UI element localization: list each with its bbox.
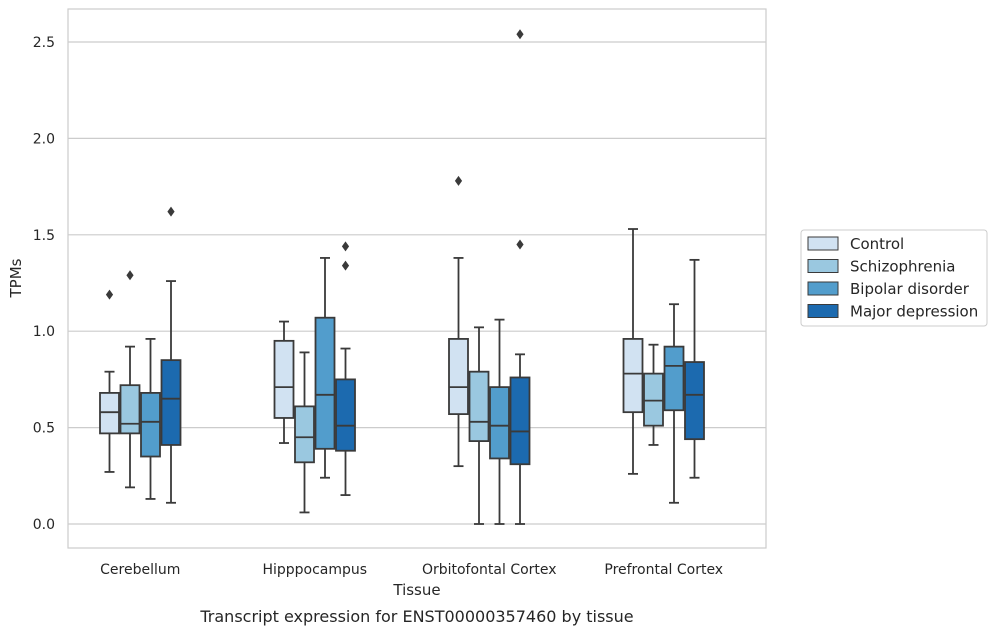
box-major-depression bbox=[684, 258, 705, 479]
y-tick-label: 1.5 bbox=[33, 228, 55, 244]
box-bipolar-disorder bbox=[140, 338, 161, 500]
legend-label: Schizophrenia bbox=[850, 258, 955, 276]
outlier-point bbox=[516, 29, 524, 40]
box-schizophrenia bbox=[468, 326, 490, 525]
y-tick-labels: 0.0 0.5 1.0 1.5 2.0 2.5 bbox=[33, 35, 55, 533]
y-axis-label: TPMs bbox=[7, 258, 25, 298]
outlier-point bbox=[516, 239, 524, 250]
x-axis-label: Tissue bbox=[392, 581, 440, 599]
box-body bbox=[509, 376, 531, 466]
box-body bbox=[314, 316, 336, 450]
box-body bbox=[448, 338, 469, 416]
box-major-depression bbox=[509, 29, 531, 525]
outlier-point bbox=[341, 260, 350, 271]
x-tick-label: Cerebellum bbox=[100, 562, 180, 578]
box-body bbox=[468, 370, 490, 442]
box-body bbox=[622, 338, 644, 414]
x-tick-label: Hipppocampus bbox=[262, 562, 367, 578]
legend-frame bbox=[800, 229, 988, 327]
x-tick-labels: Cerebellum Hipppocampus Orbitofontal Corte… bbox=[100, 562, 723, 578]
box-control bbox=[273, 320, 295, 444]
legend-swatch bbox=[807, 281, 839, 296]
x-tick-label: Prefrontal Cortex bbox=[604, 562, 723, 578]
outlier-point bbox=[167, 206, 175, 217]
y-tick-label: 2.5 bbox=[33, 35, 55, 51]
y-tick-label: 0.0 bbox=[33, 517, 55, 533]
box-bipolar-disorder bbox=[663, 303, 685, 504]
box-body bbox=[643, 372, 664, 427]
y-tick-label: 2.0 bbox=[33, 131, 55, 147]
plot-area bbox=[68, 9, 766, 548]
outlier-point bbox=[454, 175, 463, 186]
plot-frame bbox=[67, 8, 767, 549]
box-body bbox=[140, 391, 161, 458]
box-control bbox=[622, 228, 644, 475]
legend-swatch bbox=[807, 259, 839, 273]
box-bipolar-disorder bbox=[314, 257, 336, 479]
y-tick-label: 0.5 bbox=[33, 421, 55, 437]
box-schizophrenia bbox=[119, 270, 141, 489]
outlier-point bbox=[126, 270, 134, 281]
box-body bbox=[684, 361, 705, 441]
box-schizophrenia bbox=[643, 343, 664, 446]
box-body bbox=[489, 386, 510, 460]
box-schizophrenia bbox=[294, 351, 315, 514]
box-body bbox=[294, 405, 315, 464]
box-body bbox=[273, 339, 295, 419]
box-body bbox=[160, 359, 182, 446]
grid-lines bbox=[68, 41, 766, 525]
outlier-point bbox=[341, 241, 350, 252]
legend-swatch bbox=[807, 236, 839, 251]
y-tick-label: 1.0 bbox=[33, 324, 55, 340]
outlier-point bbox=[105, 289, 114, 300]
box-body bbox=[99, 391, 120, 435]
legend-label: Control bbox=[850, 235, 904, 253]
box-body bbox=[663, 345, 685, 412]
box-body bbox=[119, 384, 141, 435]
box-control bbox=[448, 175, 469, 468]
box-bipolar-disorder bbox=[489, 318, 510, 525]
chart-caption: Transcript expression for ENST0000035746… bbox=[199, 607, 633, 626]
legend-swatch bbox=[807, 304, 839, 318]
box-body bbox=[335, 378, 356, 452]
box-control bbox=[99, 289, 120, 473]
legend-label: Bipolar disorder bbox=[850, 280, 970, 298]
x-tick-label: Orbitofontal Cortex bbox=[422, 562, 557, 578]
boxes-layer bbox=[99, 29, 705, 525]
legend: Control Schizophrenia Bipolar disorder Majo… bbox=[800, 229, 988, 327]
box-major-depression bbox=[160, 206, 182, 504]
legend-label: Major depression bbox=[850, 303, 978, 321]
box-major-depression bbox=[335, 241, 356, 496]
